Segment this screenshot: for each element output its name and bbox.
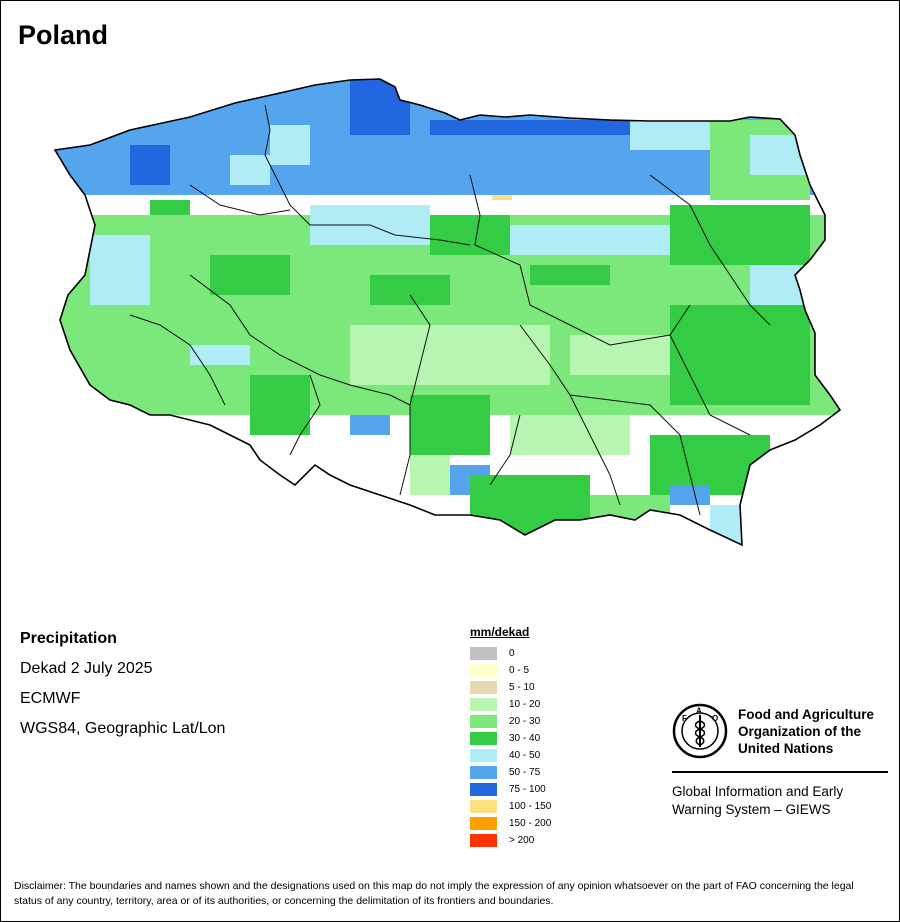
legend-label: 100 - 150 bbox=[509, 801, 552, 812]
legend-item: 75 - 100 bbox=[470, 781, 551, 798]
legend-swatch bbox=[470, 664, 497, 677]
precipitation-map bbox=[50, 75, 860, 555]
legend-item: 40 - 50 bbox=[470, 747, 551, 764]
legend-label: 40 - 50 bbox=[509, 750, 541, 761]
legend-swatch bbox=[470, 647, 497, 660]
legend-item: 10 - 20 bbox=[470, 696, 551, 713]
period-label: Dekad 2 July 2025 bbox=[20, 660, 153, 677]
precipitation-grid bbox=[55, 79, 840, 545]
variable-label: Precipitation bbox=[20, 630, 117, 647]
legend-rows: 0 0 - 5 5 - 10 10 - 20 20 - 30 30 - 40 40 - 50… bbox=[470, 645, 551, 849]
legend-swatch bbox=[470, 783, 497, 796]
legend-item: 30 - 40 bbox=[470, 730, 551, 747]
svg-text:A: A bbox=[696, 707, 702, 716]
legend-label: 150 - 200 bbox=[509, 818, 552, 829]
map-title: Poland bbox=[18, 20, 109, 50]
giews-line2: Warning System – GIEWS bbox=[672, 802, 831, 817]
admin-boundaries bbox=[129, 104, 771, 516]
legend-item: 0 bbox=[470, 645, 551, 662]
legend-label: 5 - 10 bbox=[509, 682, 535, 693]
legend-item: 100 - 150 bbox=[470, 798, 551, 815]
legend-swatch bbox=[470, 800, 497, 813]
legend-swatch bbox=[470, 681, 497, 694]
legend: mm/dekad 0 0 - 5 5 - 10 10 - 20 20 - 30 30 - … bbox=[470, 625, 551, 849]
legend-label: > 200 bbox=[509, 835, 535, 846]
legend-swatch bbox=[470, 698, 497, 711]
svg-text:F: F bbox=[682, 714, 687, 723]
legend-item: 50 - 75 bbox=[470, 764, 551, 781]
source-label: ECMWF bbox=[20, 690, 81, 707]
legend-label: 0 - 5 bbox=[509, 665, 530, 676]
legend-swatch bbox=[470, 834, 497, 847]
fao-divider bbox=[672, 771, 888, 773]
fao-block: F A O Food and Agriculture Organization … bbox=[672, 703, 888, 819]
legend-item: 20 - 30 bbox=[470, 713, 551, 730]
legend-label: 75 - 100 bbox=[509, 784, 546, 795]
projection-label: WGS84, Geographic Lat/Lon bbox=[20, 720, 226, 737]
legend-item: > 200 bbox=[470, 832, 551, 849]
legend-swatch bbox=[470, 817, 497, 830]
legend-swatch bbox=[470, 715, 497, 728]
disclaimer: Disclaimer: The boundaries and names sho… bbox=[14, 880, 854, 907]
giews-line1: Global Information and Early bbox=[672, 784, 844, 799]
fao-name-line2: Organization of the bbox=[738, 723, 861, 739]
fao-emblem-icon: F A O bbox=[672, 703, 728, 759]
legend-label: 0 bbox=[509, 648, 515, 659]
fao-name-line3: United Nations bbox=[738, 740, 834, 756]
legend-item: 0 - 5 bbox=[470, 662, 551, 679]
legend-title: mm/dekad bbox=[470, 625, 530, 639]
legend-label: 30 - 40 bbox=[509, 733, 541, 744]
fao-name-line1: Food and Agriculture bbox=[738, 706, 874, 722]
legend-swatch bbox=[470, 749, 497, 762]
legend-item: 5 - 10 bbox=[470, 679, 551, 696]
legend-label: 50 - 75 bbox=[509, 767, 541, 778]
svg-text:O: O bbox=[712, 714, 718, 723]
legend-label: 10 - 20 bbox=[509, 699, 541, 710]
legend-swatch bbox=[470, 732, 497, 745]
legend-swatch bbox=[470, 766, 497, 779]
country-border bbox=[53, 78, 842, 547]
legend-label: 20 - 30 bbox=[509, 716, 541, 727]
legend-item: 150 - 200 bbox=[470, 815, 551, 832]
